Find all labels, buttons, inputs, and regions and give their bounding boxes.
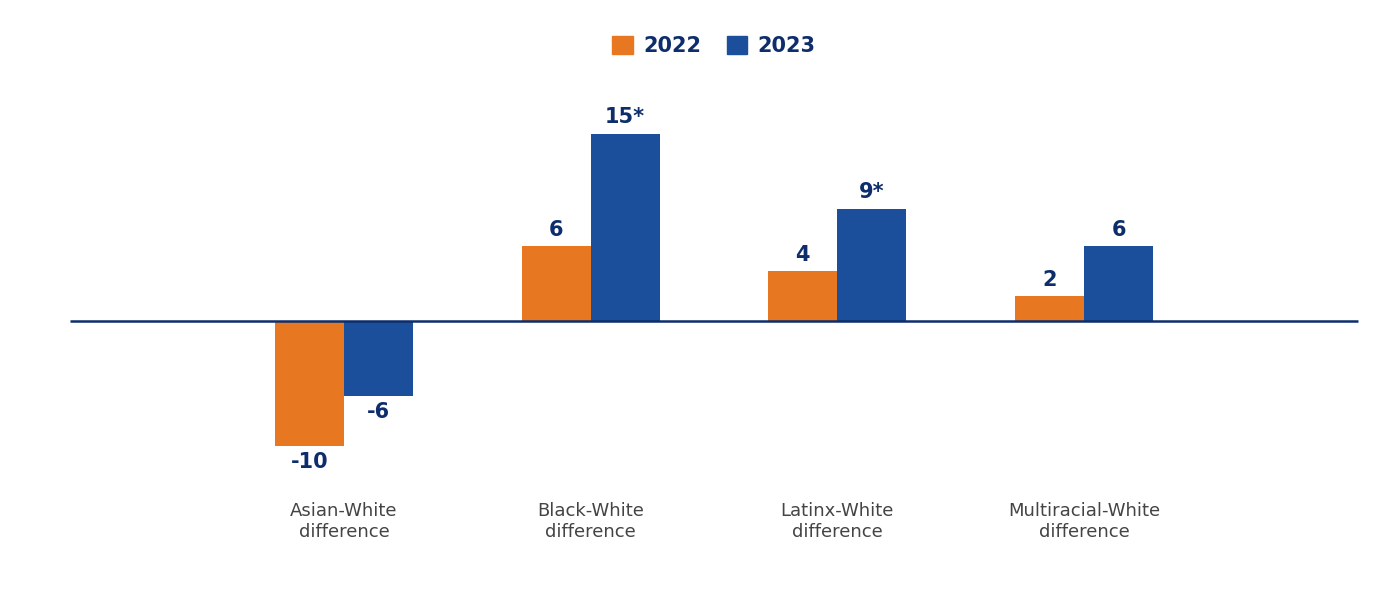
Bar bbox=[274, 321, 344, 446]
Text: 15*: 15* bbox=[605, 107, 645, 127]
Text: 2: 2 bbox=[1043, 270, 1057, 289]
Text: 6: 6 bbox=[1112, 220, 1126, 240]
Text: Latinx-White
difference: Latinx-White difference bbox=[781, 502, 895, 541]
Text: 9*: 9* bbox=[860, 182, 885, 202]
Text: Multiracial-White
difference: Multiracial-White difference bbox=[1008, 502, 1161, 541]
Bar bbox=[591, 134, 659, 321]
Text: 6: 6 bbox=[549, 220, 563, 240]
Text: -10: -10 bbox=[291, 452, 328, 472]
Text: -6: -6 bbox=[367, 402, 391, 422]
Text: 4: 4 bbox=[795, 244, 811, 265]
Legend: 2022, 2023: 2022, 2023 bbox=[603, 27, 825, 65]
Text: Black-White
difference: Black-White difference bbox=[538, 502, 644, 541]
Bar bbox=[1015, 296, 1084, 321]
Bar bbox=[344, 321, 413, 396]
Bar bbox=[1084, 246, 1154, 321]
Text: Asian-White
difference: Asian-White difference bbox=[290, 502, 398, 541]
Bar bbox=[522, 246, 591, 321]
Bar bbox=[837, 208, 906, 321]
Bar bbox=[769, 271, 837, 321]
